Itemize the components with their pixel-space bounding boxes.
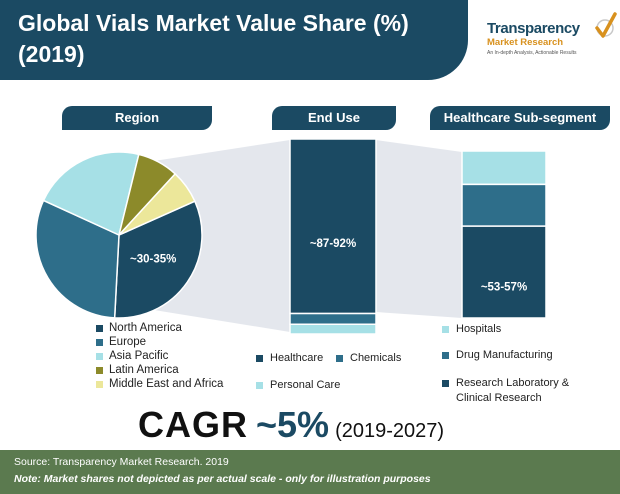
- bar-data-label: ~53-57%: [481, 281, 527, 293]
- footer: Source: Transparency Market Research. 20…: [0, 450, 620, 494]
- legend-item-latin-america: Latin America: [96, 363, 223, 377]
- cagr-callout: CAGR ~5% (2019-2027): [138, 404, 444, 446]
- cagr-value: ~5%: [256, 404, 330, 445]
- legend-swatch: [442, 380, 449, 387]
- legend-swatch: [96, 352, 103, 360]
- bar-segment-hospitals: [461, 150, 547, 186]
- legend-label: Drug Manufacturing: [456, 349, 553, 361]
- pie-data-label: ~30-35%: [130, 254, 176, 266]
- legend-label: North America: [109, 322, 182, 334]
- bar-data-label: ~87-92%: [310, 238, 356, 250]
- legend-swatch: [256, 381, 263, 389]
- subsegment-stacked-bar: ~53-57%: [461, 150, 547, 319]
- cagr-label: CAGR: [138, 404, 248, 445]
- end-use-heading: End Use: [272, 106, 396, 130]
- logo-subtitle: Market Research: [487, 37, 564, 48]
- checkmark-icon: [595, 12, 617, 38]
- note-text: Note: Market shares not depicted as per …: [14, 473, 431, 485]
- connector-bar-to-subsegment: [376, 140, 462, 318]
- healthcare-subsegment-heading: Healthcare Sub-segment: [430, 106, 610, 130]
- bar-segment-personal-care: [289, 323, 377, 335]
- legend-swatch: [96, 324, 103, 332]
- legend-swatch: [256, 354, 263, 362]
- legend-swatch: [442, 351, 449, 359]
- bar-segment-chemicals: [289, 312, 377, 325]
- chart-title: Global Vials Market Value Share (%) (201…: [18, 10, 409, 67]
- cagr-period: (2019-2027): [335, 420, 445, 442]
- pie-slice-middle-east-and-africa: [118, 172, 196, 236]
- pie-slice-asia-pacific: [42, 151, 140, 237]
- bar-segment-research-laboratory-clinical-research: [461, 225, 547, 319]
- legend-label: Research Laboratory & Clinical Research: [456, 377, 570, 404]
- legend-swatch: [96, 338, 103, 346]
- legend-swatch: [96, 380, 103, 388]
- bar-segment-healthcare: [289, 138, 377, 315]
- region-heading: Region: [62, 106, 212, 130]
- region-pie: ~30-35%: [35, 151, 203, 319]
- source-text: Source: Transparency Market Research. 20…: [14, 456, 229, 468]
- pie-slice-europe: [35, 199, 120, 319]
- legend-item-asia-pacific: Asia Pacific: [96, 349, 223, 363]
- pie-slice-north-america: [113, 200, 203, 319]
- legend-item-research-laboratory: Research Laboratory & Clinical Research: [442, 376, 592, 406]
- legend-label: Personal Care: [270, 379, 341, 391]
- logo-name: Transparency: [487, 20, 580, 37]
- region-legend: North America Europe Asia Pacific Latin …: [96, 321, 223, 391]
- legend-label: Hospitals: [456, 323, 502, 335]
- legend-label: Chemicals: [350, 352, 402, 364]
- legend-item-personal-care: Personal Care: [256, 379, 340, 391]
- logo-tagline: An In-depth Analysis, Actionable Results: [487, 50, 577, 56]
- legend-item-north-america: North America: [96, 321, 223, 335]
- legend-item-europe: Europe: [96, 335, 223, 349]
- legend-label: Healthcare: [270, 352, 324, 364]
- logo: Transparency Market Research An In-depth…: [487, 12, 617, 70]
- title-banner: Global Vials Market Value Share (%) (201…: [0, 0, 468, 80]
- legend-item-healthcare: Healthcare: [256, 352, 323, 364]
- legend-label: Asia Pacific: [109, 350, 169, 362]
- bar-segment-drug-manufacturing: [461, 183, 547, 227]
- end-use-stacked-bar: ~87-92%: [289, 138, 377, 335]
- legend-label: Middle East and Africa: [109, 378, 224, 390]
- legend-label: Latin America: [109, 364, 179, 376]
- legend-item-hospitals: Hospitals: [442, 323, 501, 335]
- legend-item-middle-east-africa: Middle East and Africa: [96, 377, 223, 391]
- legend-swatch: [336, 354, 343, 362]
- legend-item-chemicals: Chemicals: [336, 352, 401, 364]
- legend-swatch: [442, 325, 449, 333]
- legend-item-drug-manufacturing: Drug Manufacturing: [442, 349, 553, 361]
- legend-label: Europe: [109, 336, 147, 348]
- legend-swatch: [96, 366, 103, 374]
